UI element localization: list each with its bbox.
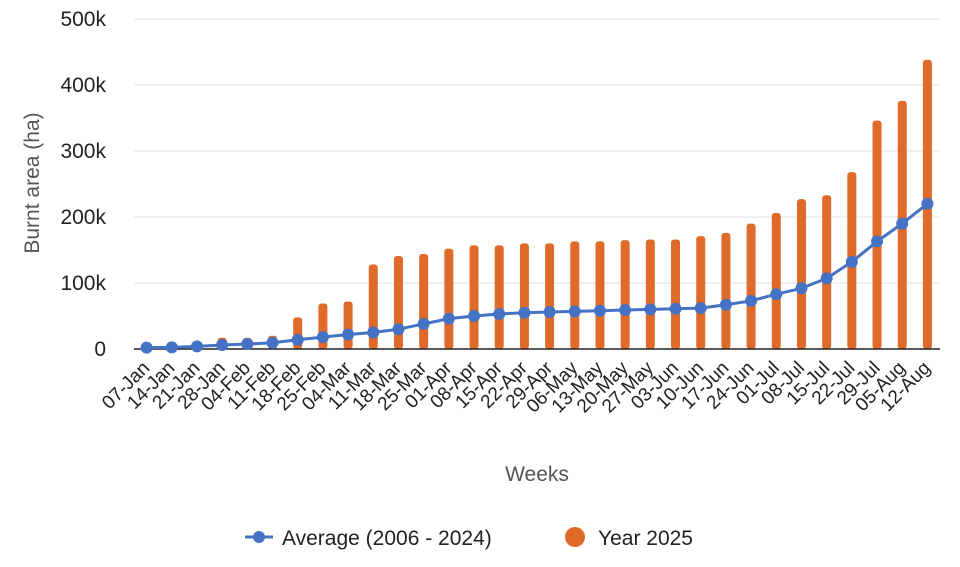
line-point[interactable]: [694, 302, 707, 315]
line-point[interactable]: [140, 341, 153, 354]
y-axis-ticks: 0 100k 200k 300k 400k 500k: [60, 8, 106, 361]
bar-series: [142, 59, 932, 350]
series-line: [146, 202, 929, 350]
bar[interactable]: [444, 248, 454, 349]
x-axis-title: Weeks: [505, 463, 569, 486]
line-point[interactable]: [568, 305, 581, 318]
bar[interactable]: [494, 245, 504, 349]
grid-lines: [134, 18, 940, 284]
bar[interactable]: [620, 240, 630, 349]
line-point[interactable]: [291, 333, 304, 346]
y-axis-title: Burnt area (ha): [21, 112, 44, 253]
line-point[interactable]: [921, 197, 934, 210]
line-point[interactable]: [266, 336, 279, 349]
bar[interactable]: [872, 120, 882, 349]
line-point[interactable]: [216, 339, 229, 352]
line-point[interactable]: [795, 282, 808, 295]
line-point[interactable]: [367, 326, 380, 339]
legend-item-year-2025[interactable]: Year 2025: [565, 527, 693, 550]
bar[interactable]: [570, 241, 580, 349]
line-point[interactable]: [165, 341, 178, 354]
line-point[interactable]: [619, 304, 632, 317]
bar[interactable]: [671, 239, 681, 349]
bar[interactable]: [796, 199, 806, 349]
line-point[interactable]: [719, 298, 732, 311]
bar[interactable]: [696, 236, 706, 349]
bar[interactable]: [469, 245, 479, 349]
y-tick-label: 300k: [60, 140, 106, 163]
line-point[interactable]: [518, 306, 531, 319]
line-point[interactable]: [241, 338, 254, 351]
bar[interactable]: [771, 213, 781, 349]
bar[interactable]: [343, 301, 353, 349]
line-point[interactable]: [845, 255, 858, 268]
line-point[interactable]: [442, 312, 455, 325]
x-axis-ticks: 07-Jan14-Jan21-Jan28-Jan04-Feb11-Feb18-F…: [98, 357, 935, 417]
bar[interactable]: [645, 239, 655, 349]
line-point[interactable]: [543, 306, 556, 319]
line-point[interactable]: [871, 235, 884, 248]
line-point[interactable]: [342, 328, 355, 341]
line-point[interactable]: [493, 308, 506, 321]
bar[interactable]: [545, 243, 555, 349]
line-point[interactable]: [820, 272, 833, 285]
y-tick-label: 0: [94, 338, 106, 361]
line-series: [140, 197, 934, 354]
y-tick-label: 400k: [60, 74, 106, 97]
line-point[interactable]: [745, 294, 758, 307]
legend-label-year-2025: Year 2025: [598, 527, 693, 550]
line-point[interactable]: [770, 288, 783, 301]
bar[interactable]: [419, 253, 429, 349]
line-point[interactable]: [316, 331, 329, 344]
legend-item-average[interactable]: Average (2006 - 2024): [245, 527, 492, 550]
legend-label-average: Average (2006 - 2024): [282, 527, 492, 550]
y-tick-label: 100k: [60, 272, 106, 295]
y-tick-label: 500k: [60, 8, 106, 31]
line-point[interactable]: [896, 217, 909, 230]
line-point[interactable]: [417, 317, 430, 330]
legend-bar-swatch: [565, 527, 585, 547]
legend-line-marker: [253, 531, 265, 543]
bar[interactable]: [746, 223, 756, 349]
line-point[interactable]: [392, 323, 405, 336]
bar[interactable]: [595, 241, 605, 349]
bar[interactable]: [721, 232, 731, 349]
line-point[interactable]: [468, 310, 481, 322]
bar[interactable]: [822, 195, 832, 349]
legend: Average (2006 - 2024) Year 2025: [245, 527, 693, 550]
line-point[interactable]: [593, 304, 606, 317]
line-point[interactable]: [190, 340, 203, 353]
line-point[interactable]: [644, 303, 657, 316]
y-tick-label: 200k: [60, 206, 106, 229]
bar[interactable]: [519, 243, 529, 349]
line-point[interactable]: [669, 302, 682, 315]
